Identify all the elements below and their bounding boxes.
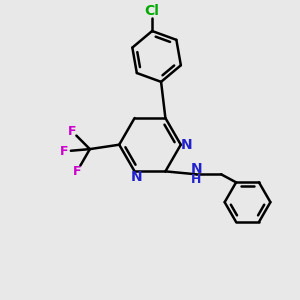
Text: F: F [60,145,69,158]
Text: H: H [191,173,201,186]
Text: N: N [130,170,142,184]
Text: N: N [180,138,192,152]
Text: Cl: Cl [145,4,160,18]
Text: N: N [190,162,202,176]
Text: F: F [68,124,76,138]
Text: F: F [73,165,81,178]
